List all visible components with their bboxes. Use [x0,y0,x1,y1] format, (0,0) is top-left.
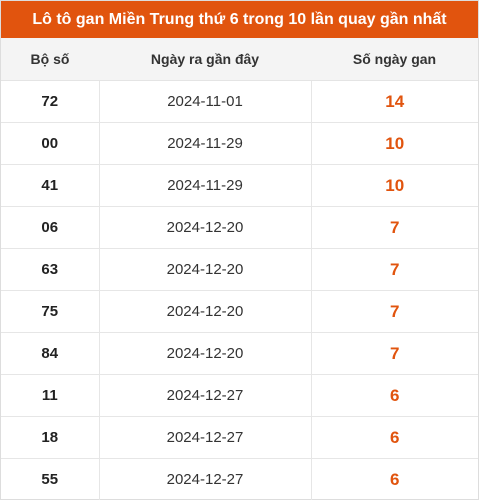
cell-so-ngay-gan: 7 [311,206,478,249]
cell-ngay-ra: 2024-11-01 [99,80,312,123]
table-row: 75 2024-12-20 7 [1,290,478,333]
cell-ngay-ra: 2024-11-29 [99,122,312,165]
cell-bo-so: 41 [1,164,100,207]
cell-bo-so: 63 [1,248,100,291]
cell-so-ngay-gan: 6 [311,416,478,459]
cell-so-ngay-gan: 14 [311,80,478,123]
cell-so-ngay-gan: 7 [311,248,478,291]
cell-so-ngay-gan: 10 [311,164,478,207]
cell-ngay-ra: 2024-12-20 [99,290,312,333]
cell-bo-so: 00 [1,122,100,165]
table-row: 18 2024-12-27 6 [1,416,478,459]
cell-bo-so: 75 [1,290,100,333]
cell-bo-so: 18 [1,416,100,459]
table-row: 55 2024-12-27 6 [1,458,478,500]
table-row: 06 2024-12-20 7 [1,206,478,249]
cell-ngay-ra: 2024-12-20 [99,332,312,375]
cell-ngay-ra: 2024-12-20 [99,248,312,291]
table-row: 63 2024-12-20 7 [1,248,478,291]
page-title: Lô tô gan Miền Trung thứ 6 trong 10 lần … [1,1,478,38]
header-so-ngay-gan: Số ngày gan [311,38,478,81]
table-header-row: Bộ số Ngày ra gần đây Số ngày gan [1,38,478,81]
cell-bo-so: 55 [1,458,100,500]
cell-so-ngay-gan: 6 [390,469,400,489]
header-ngay-ra: Ngày ra gần đây [99,38,311,81]
cell-bo-so: 06 [1,206,100,249]
header-bo-so: Bộ số [1,38,99,81]
cell-so-ngay-gan: 10 [311,122,478,165]
cell-ngay-ra: 2024-12-27 [99,374,312,417]
cell-bo-so: 11 [1,374,100,417]
table-row: 41 2024-11-29 10 [1,164,478,207]
lo-gan-table: Bộ số Ngày ra gần đây Số ngày gan 72 202… [1,38,478,500]
cell-ngay-ra: 2024-11-29 [99,164,312,207]
table-row: 00 2024-11-29 10 [1,122,478,165]
cell-bo-so: 84 [1,332,100,375]
table-row: 84 2024-12-20 7 [1,332,478,375]
cell-so-ngay-gan: 6 [311,374,478,417]
cell-so-ngay-gan: 7 [311,332,478,375]
cell-so-ngay-gan: 7 [311,290,478,333]
cell-ngay-ra: 2024-12-27 [99,416,312,459]
cell-bo-so: 72 [1,80,100,123]
table-row: 11 2024-12-27 6 [1,374,478,417]
table-row: 72 2024-11-01 14 [1,80,478,123]
cell-ngay-ra: 2024-12-20 [99,206,312,249]
cell-ngay-ra: 2024-12-27 [99,458,312,500]
